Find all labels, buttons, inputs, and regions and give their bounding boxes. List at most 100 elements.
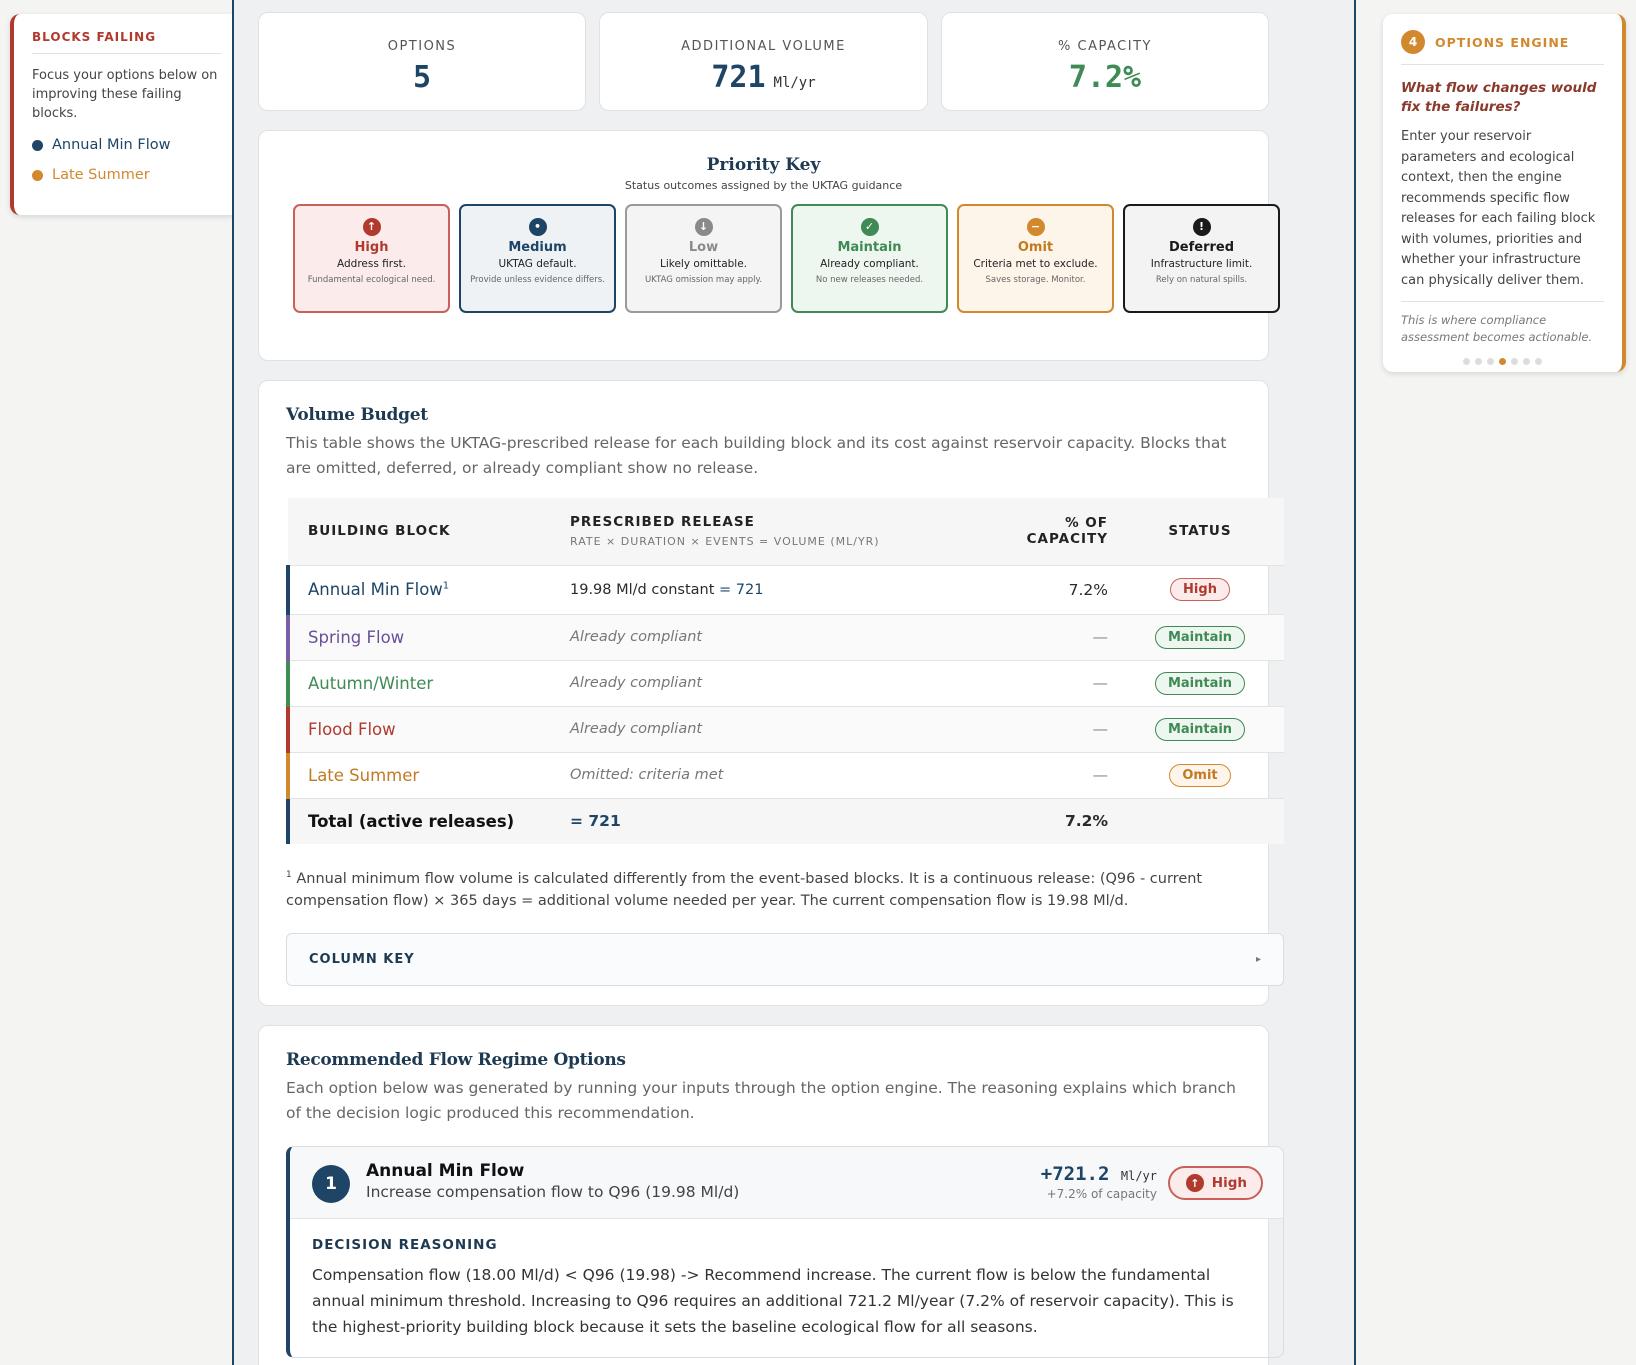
- arrow-down-icon: ↓: [694, 218, 713, 236]
- option-volume-unit: Ml/yr: [1120, 1169, 1157, 1183]
- col-header-release: PRESCRIBED RELEASE RATE × DURATION × EVEN…: [570, 498, 1000, 565]
- pager-dot[interactable]: [1487, 358, 1494, 365]
- total-release: = 721: [570, 797, 1000, 844]
- key-name: Medium: [508, 240, 567, 255]
- col-header-status: STATUS: [1116, 498, 1284, 565]
- block-label: Annual Min Flow: [308, 580, 443, 599]
- key-medium: • Medium UKTAG default. Provide unless e…: [459, 204, 616, 313]
- column-key-toggle[interactable]: COLUMN KEY ▸: [286, 933, 1284, 986]
- col-header-release-sub: RATE × DURATION × EVENTS = VOLUME (ML/YR…: [570, 535, 880, 549]
- minus-icon: −: [1026, 218, 1045, 236]
- stat-card-options: OPTIONS 5: [258, 12, 586, 111]
- pager-dot[interactable]: [1475, 358, 1482, 365]
- volume-budget-title: Volume Budget: [286, 405, 428, 425]
- row-release: Omitted: criteria met: [570, 751, 1000, 798]
- stat-card-capacity: % CAPACITY 7.2%: [941, 12, 1269, 111]
- table-row[interactable]: Annual Min Flow1 19.98 Ml/d constant = 7…: [288, 564, 1284, 614]
- release-total: = 721: [719, 581, 764, 598]
- option-number: 1: [312, 1165, 350, 1203]
- release-rate: 19.98 Ml/d constant: [570, 581, 715, 598]
- key-note: UKTAG omission may apply.: [644, 275, 763, 285]
- bullet-icon: [32, 169, 43, 181]
- step-pager: [1383, 358, 1622, 365]
- col-header-capacity: % OF CAPACITY: [1000, 498, 1116, 565]
- key-name: Low: [688, 240, 719, 255]
- row-capacity: —: [1000, 613, 1116, 660]
- blocks-failing-title: BLOCKS FAILING: [32, 30, 221, 54]
- option-volume-group: +721.2 Ml/yr +7.2% of capacity: [1041, 1163, 1157, 1201]
- option-volume: +721.2 Ml/yr: [1041, 1163, 1157, 1185]
- priority-key-card: Priority Key Status outcomes assigned by…: [258, 130, 1280, 361]
- failing-item-late-summer[interactable]: Late Summer: [32, 167, 221, 183]
- options-engine-question: What flow changes would fix the failures…: [1401, 80, 1597, 115]
- priority-key-title: Priority Key: [706, 155, 821, 175]
- status-badge: Maintain: [1154, 671, 1246, 695]
- key-name: High: [354, 240, 389, 255]
- total-label: Total (active releases): [288, 797, 570, 844]
- stat-label: ADDITIONAL VOLUME: [681, 39, 846, 54]
- key-high: ↑ High Address first. Fundamental ecolog…: [293, 204, 450, 313]
- blocks-failing-panel: BLOCKS FAILING Focus your options below …: [10, 14, 239, 215]
- col-header-block: BUILDING BLOCK: [288, 498, 570, 565]
- arrow-up-icon: ↑: [1185, 1174, 1204, 1192]
- exclamation-icon: !: [1192, 218, 1211, 236]
- priority-key-list: ↑ High Address first. Fundamental ecolog…: [293, 204, 1289, 313]
- row-capacity: 7.2%: [1000, 564, 1116, 614]
- footnote-text: Annual minimum flow volume is calculated…: [286, 870, 1203, 909]
- status-badge: Maintain: [1154, 625, 1246, 649]
- row-block-name: Late Summer: [288, 751, 570, 798]
- volume-budget-intro: This table shows the UKTAG-prescribed re…: [286, 434, 1227, 477]
- option-title-group: Annual Min Flow Increase compensation fl…: [366, 1161, 739, 1201]
- table-row[interactable]: Spring Flow Already compliant — Maintain: [288, 613, 1284, 660]
- status-badge: Maintain: [1154, 717, 1246, 741]
- footnote-mark: 1: [286, 870, 292, 880]
- table-row[interactable]: Flood Flow Already compliant — Maintain: [288, 705, 1284, 752]
- key-low: ↓ Low Likely omittable. UKTAG omission m…: [625, 204, 782, 313]
- failing-item-annual-min-flow[interactable]: Annual Min Flow: [32, 137, 221, 153]
- stat-value: 5: [412, 60, 432, 95]
- pager-dot[interactable]: [1535, 358, 1542, 365]
- options-engine-panel: 4 OPTIONS ENGINE What flow changes would…: [1383, 14, 1626, 372]
- table-total-row: Total (active releases) = 721 7.2%: [288, 797, 1284, 844]
- key-name: Omit: [1017, 240, 1054, 255]
- volume-unit: Ml/yr: [773, 75, 816, 91]
- row-status: Omit: [1116, 751, 1284, 798]
- stat-value: 721 Ml/yr: [600, 60, 927, 95]
- option-name: Annual Min Flow: [366, 1161, 525, 1181]
- key-maintain: ✓ Maintain Already compliant. No new rel…: [791, 204, 948, 313]
- row-status: Maintain: [1116, 705, 1284, 752]
- pager-dot[interactable]: [1511, 358, 1518, 365]
- pager-dot[interactable]: [1463, 358, 1470, 365]
- key-note: No new releases needed.: [815, 275, 924, 285]
- stat-label: % CAPACITY: [1058, 39, 1152, 54]
- pager-dot[interactable]: [1499, 358, 1506, 365]
- failing-item-label: Annual Min Flow: [52, 137, 171, 153]
- table-row[interactable]: Autumn/Winter Already compliant — Mainta…: [288, 659, 1284, 706]
- key-note: Fundamental ecological need.: [307, 275, 436, 285]
- key-desc: Already compliant.: [820, 258, 919, 270]
- row-status: Maintain: [1116, 613, 1284, 660]
- options-engine-title: OPTIONS ENGINE: [1435, 34, 1570, 50]
- volume-value: 721: [711, 60, 766, 95]
- row-release: 19.98 Ml/d constant = 721: [570, 564, 1000, 614]
- options-engine-footer: This is where compliance assessment beco…: [1401, 313, 1593, 344]
- main-column: OPTIONS 5 ADDITIONAL VOLUME 721 Ml/yr % C…: [232, 0, 1356, 1365]
- pager-dot[interactable]: [1523, 358, 1530, 365]
- key-name: Deferred: [1168, 240, 1235, 255]
- key-note: Rely on natural spills.: [1155, 275, 1248, 285]
- option-capacity: +7.2% of capacity: [1046, 1187, 1157, 1201]
- footnote: 1 Annual minimum flow volume is calculat…: [286, 864, 1246, 912]
- row-capacity: —: [1000, 659, 1116, 706]
- option-header: 1 Annual Min Flow Increase compensation …: [290, 1147, 1283, 1219]
- flow-options-card: Recommended Flow Regime Options Each opt…: [258, 1025, 1284, 1365]
- options-engine-body: Enter your reservoir parameters and ecol…: [1401, 127, 1604, 302]
- option-volume-value: +721.2: [1040, 1163, 1110, 1185]
- check-icon: ✓: [860, 218, 879, 236]
- option-card[interactable]: 1 Annual Min Flow Increase compensation …: [286, 1146, 1284, 1358]
- stat-value: 7.2%: [1068, 60, 1142, 95]
- key-note: Provide unless evidence differs.: [470, 275, 605, 285]
- table-row[interactable]: Late Summer Omitted: criteria met — Omit: [288, 751, 1284, 798]
- flow-options-title: Recommended Flow Regime Options: [286, 1050, 626, 1070]
- table-header-row: BUILDING BLOCK PRESCRIBED RELEASE RATE × …: [288, 498, 1284, 565]
- row-capacity: —: [1000, 705, 1116, 752]
